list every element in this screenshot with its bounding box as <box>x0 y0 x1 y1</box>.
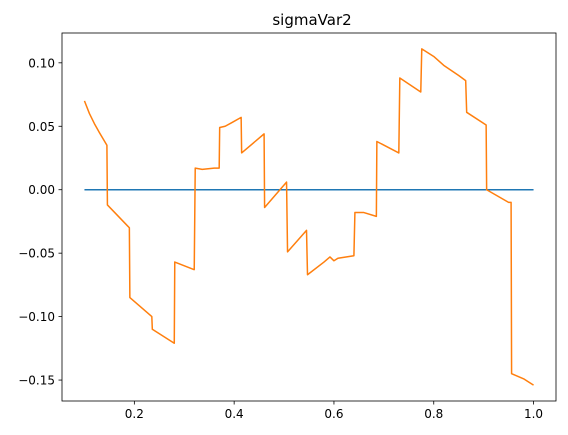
y-tick-label: −0.05 <box>18 247 55 261</box>
x-tick-label: 1.0 <box>524 407 543 421</box>
y-tick-label: −0.10 <box>18 310 55 324</box>
series-line-2 <box>83 48 534 386</box>
x-tick-label: 0.4 <box>225 407 244 421</box>
x-tick-label: 0.6 <box>324 407 343 421</box>
chart-title: sigmaVar2 <box>272 11 351 29</box>
y-tick-label: 0.10 <box>28 56 55 70</box>
plot-frame <box>61 32 557 402</box>
y-tick-label: 0.05 <box>28 120 55 134</box>
x-tick-label: 0.8 <box>424 407 443 421</box>
axes-layer: 0.2 0.4 0.6 0.8 1.0 −0.15 −0.10 −0.05 0.00 0.05 0.… <box>18 32 557 421</box>
y-tick-label: 0.00 <box>28 183 55 197</box>
x-tick-label: 0.2 <box>125 407 144 421</box>
series-layer <box>83 48 534 386</box>
y-tick-label: −0.15 <box>18 374 55 388</box>
